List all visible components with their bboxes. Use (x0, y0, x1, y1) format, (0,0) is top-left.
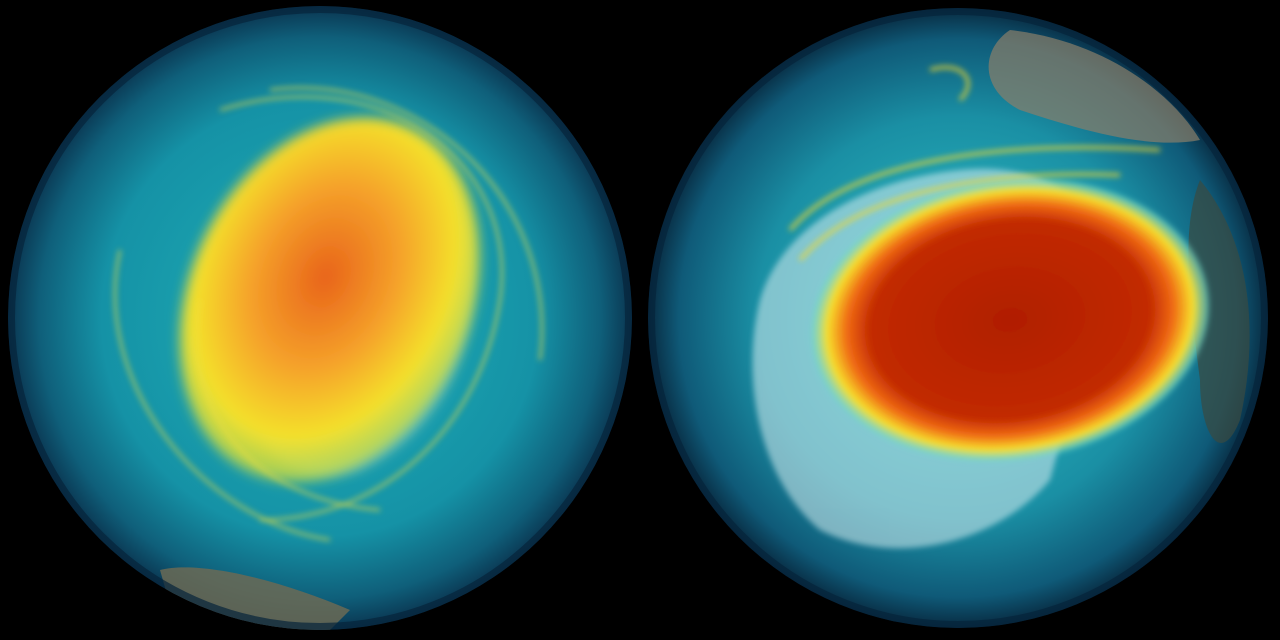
ozone-hole (810, 178, 1210, 462)
ozone-vortex (179, 117, 481, 483)
right-globe (648, 8, 1268, 628)
africa-landmass (1188, 180, 1250, 443)
filament-streaks (788, 65, 1161, 262)
left-globe (8, 6, 632, 630)
filament-streaks (113, 86, 544, 542)
australia-landmass (988, 30, 1200, 143)
